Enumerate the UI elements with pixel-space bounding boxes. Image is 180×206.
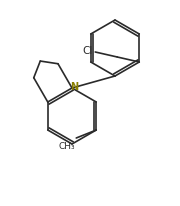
Text: CH₃: CH₃ [59, 141, 75, 150]
Text: N: N [70, 82, 78, 91]
Text: Cl: Cl [83, 46, 93, 56]
